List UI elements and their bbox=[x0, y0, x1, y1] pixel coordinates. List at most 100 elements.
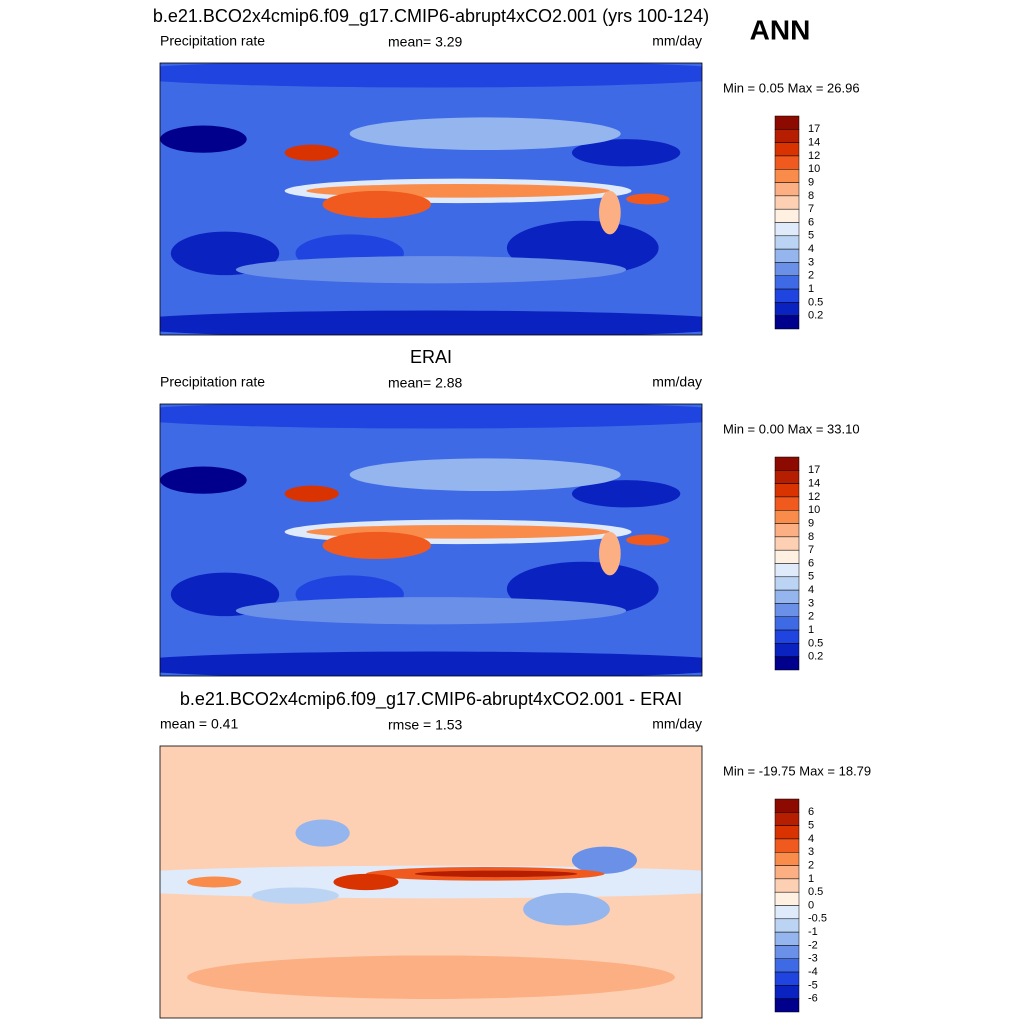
colorbar-box bbox=[774, 971, 800, 986]
colorbar-label: 1 bbox=[808, 624, 814, 636]
units-label: mm/day bbox=[652, 374, 702, 390]
colorbar-box bbox=[774, 222, 800, 237]
colorbar-box bbox=[774, 195, 800, 210]
colorbar-label: 0.5 bbox=[808, 296, 823, 308]
colorbar-box bbox=[774, 549, 800, 564]
field-region bbox=[571, 846, 637, 874]
colorbar-label: 9 bbox=[808, 176, 814, 188]
colorbar-box bbox=[774, 275, 800, 290]
field-region bbox=[160, 63, 702, 88]
colorbar-box bbox=[774, 865, 800, 880]
colorbar-label: 10 bbox=[808, 163, 820, 175]
colorbar-label: 4 bbox=[808, 833, 814, 845]
field-region bbox=[160, 404, 702, 429]
colorbar-label: 6 bbox=[808, 806, 814, 818]
map-frame bbox=[159, 62, 703, 336]
colorbar-label: 2 bbox=[808, 270, 814, 282]
colorbar-label: -4 bbox=[808, 966, 818, 978]
colorbar-box bbox=[774, 603, 800, 617]
colorbar-box bbox=[774, 129, 800, 143]
colorbar-box bbox=[774, 536, 800, 551]
colorbar-label: 2 bbox=[808, 859, 814, 871]
colorbar-box bbox=[774, 456, 800, 471]
colorbar-box bbox=[774, 142, 800, 157]
colorbar-box bbox=[774, 169, 800, 183]
colorbar-box bbox=[774, 523, 800, 538]
colorbar-label: 6 bbox=[808, 216, 814, 228]
panel-title: b.e21.BCO2x4cmip6.f09_g17.CMIP6-abrupt4x… bbox=[180, 689, 682, 710]
colorbar-box bbox=[774, 656, 800, 671]
field-region bbox=[322, 190, 431, 219]
min-max: Min = 0.00 Max = 33.10 bbox=[723, 421, 860, 436]
colorbar-label: -3 bbox=[808, 953, 818, 965]
colorbar-box bbox=[774, 302, 800, 316]
colorbar-box bbox=[774, 891, 800, 906]
colorbar-label: 8 bbox=[808, 531, 814, 543]
left-label: mean = 0.41 bbox=[160, 716, 238, 732]
colorbar-label: 4 bbox=[808, 243, 814, 255]
colorbar-label: 5 bbox=[808, 571, 814, 583]
colorbar-label: 4 bbox=[808, 584, 814, 596]
left-label: Precipitation rate bbox=[160, 33, 265, 49]
colorbar-box bbox=[774, 905, 800, 920]
colorbar-box bbox=[774, 825, 800, 840]
colorbar-label: 3 bbox=[808, 846, 814, 858]
colorbar-box bbox=[774, 576, 800, 591]
colorbar-label: 7 bbox=[808, 544, 814, 556]
map bbox=[159, 745, 703, 1019]
field-region bbox=[626, 534, 670, 546]
colorbar-box bbox=[774, 958, 800, 973]
field-region bbox=[170, 572, 280, 617]
field-region bbox=[626, 193, 670, 205]
colorbar-label: 0.5 bbox=[808, 637, 823, 649]
map-frame bbox=[159, 745, 703, 1019]
colorbar-label: 17 bbox=[808, 123, 820, 135]
colorbar-label: 9 bbox=[808, 517, 814, 529]
colorbar-label: 14 bbox=[808, 478, 820, 490]
colorbar-label: 2 bbox=[808, 611, 814, 623]
colorbar-box bbox=[774, 798, 800, 813]
field-region bbox=[333, 873, 399, 891]
colorbar-box bbox=[774, 115, 800, 130]
colorbar-box bbox=[774, 852, 800, 866]
field-region bbox=[599, 531, 621, 576]
panel-title: ERAI bbox=[410, 347, 452, 367]
colorbar-box bbox=[774, 262, 800, 276]
colorbar-label: 3 bbox=[808, 597, 814, 609]
colorbar-box bbox=[774, 182, 800, 197]
colorbar-box bbox=[774, 563, 800, 578]
colorbar-box bbox=[774, 315, 800, 330]
field-region bbox=[160, 651, 702, 676]
field-region bbox=[349, 117, 621, 151]
colorbar-box bbox=[774, 812, 800, 826]
colorbar-label: 1 bbox=[808, 873, 814, 885]
field-region bbox=[295, 819, 350, 847]
map-frame bbox=[159, 403, 703, 677]
colorbar-label: -6 bbox=[808, 993, 818, 1005]
colorbar-label: 12 bbox=[808, 150, 820, 162]
season-label: ANN bbox=[750, 14, 811, 45]
colorbar-box bbox=[774, 838, 800, 853]
colorbar-box bbox=[774, 288, 800, 303]
colorbar-label: -2 bbox=[808, 939, 818, 951]
colorbar-label: 3 bbox=[808, 256, 814, 268]
field-region bbox=[235, 597, 627, 625]
colorbar-label: -0.5 bbox=[808, 913, 827, 925]
field-region bbox=[414, 870, 578, 878]
map bbox=[159, 403, 703, 677]
colorbar-box bbox=[774, 483, 800, 498]
units-label: mm/day bbox=[652, 33, 702, 49]
colorbar-box bbox=[774, 616, 800, 631]
field-region bbox=[235, 256, 627, 284]
field-region bbox=[160, 466, 247, 494]
colorbar-label: 8 bbox=[808, 190, 814, 202]
center-label: mean= 2.88 bbox=[388, 375, 463, 391]
colorbar-box bbox=[774, 643, 800, 657]
colorbar-label: 7 bbox=[808, 203, 814, 215]
field bbox=[160, 746, 702, 1018]
colorbar-box bbox=[774, 208, 800, 223]
field-region bbox=[187, 876, 242, 888]
field-region bbox=[160, 125, 247, 153]
units-label: mm/day bbox=[652, 716, 702, 732]
